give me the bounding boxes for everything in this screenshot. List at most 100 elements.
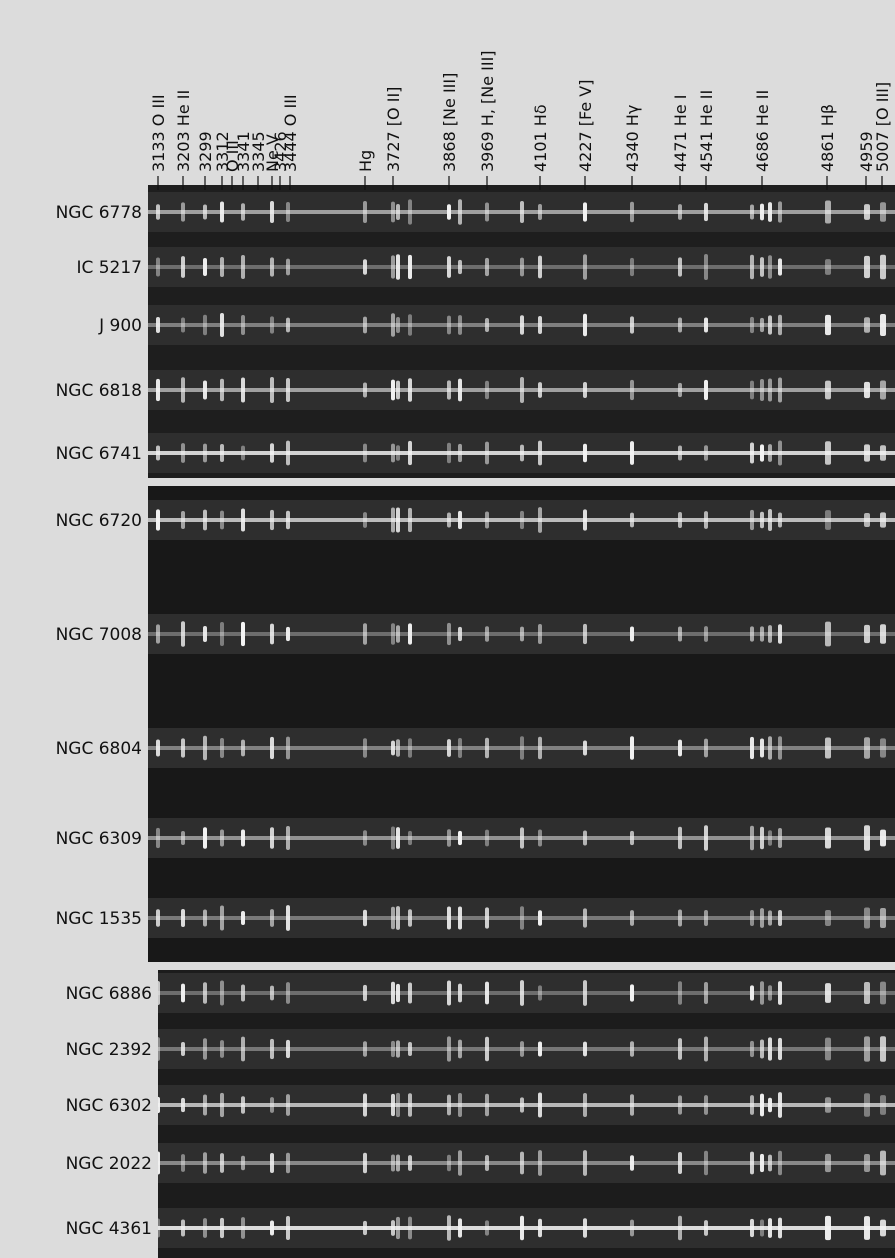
emission-line: [778, 201, 782, 222]
emission-line: [270, 443, 274, 462]
object-name: NGC 6804: [56, 739, 142, 759]
emission-line: [520, 906, 524, 929]
emission-line: [156, 317, 160, 333]
emission-line: [825, 315, 831, 335]
emission-line: [447, 256, 451, 278]
emission-line: [396, 1217, 400, 1239]
emission-line: [181, 511, 185, 529]
emission-line: [825, 200, 831, 223]
emission-line: [825, 983, 831, 1003]
emission-line: [778, 910, 782, 926]
emission-line: [396, 204, 400, 220]
emission-line: [396, 254, 400, 280]
emission-line: [880, 624, 886, 644]
emission-line: [760, 827, 764, 849]
emission-line: [270, 1153, 274, 1173]
emission-line: [203, 1152, 207, 1173]
emission-line: [408, 831, 412, 845]
emission-line: [864, 513, 870, 527]
emission-line: [220, 1093, 224, 1117]
emission-line: [760, 444, 764, 461]
emission-line: [760, 1154, 764, 1172]
emission-line: [220, 257, 224, 277]
emission-line: [704, 1220, 708, 1236]
emission-line: [520, 827, 524, 848]
spectra-figure: 3133 O III3203 He II32993312O III3341334…: [0, 0, 895, 1258]
emission-line: [485, 1037, 489, 1061]
emission-line: [396, 445, 400, 461]
emission-line: [760, 512, 764, 529]
emission-line: [630, 626, 634, 641]
object-name: NGC 1535: [56, 909, 142, 929]
emission-line: [408, 441, 412, 465]
emission-line: [825, 622, 831, 647]
emission-line: [391, 907, 395, 929]
emission-line: [768, 509, 772, 531]
emission-line: [485, 381, 489, 399]
emission-line: [220, 1153, 224, 1173]
object-name: NGC 4361: [66, 1219, 152, 1239]
emission-line: [583, 382, 587, 398]
emission-line: [270, 737, 274, 759]
emission-line: [286, 1040, 290, 1058]
emission-line: [778, 1218, 782, 1239]
emission-line: [750, 442, 754, 463]
emission-line: [704, 825, 708, 850]
emission-line: [391, 444, 395, 463]
emission-line: [864, 382, 870, 398]
emission-line: [485, 1094, 489, 1116]
emission-line: [778, 1151, 782, 1175]
emission-line: [538, 910, 542, 925]
emission-line: [156, 909, 160, 927]
emission-line: [156, 739, 160, 756]
emission-line: [630, 984, 634, 1001]
emission-line: [520, 1041, 524, 1057]
emission-line: [583, 444, 587, 463]
emission-line: [880, 1151, 886, 1176]
emission-line: [408, 1217, 412, 1240]
emission-line: [286, 259, 290, 276]
emission-line: [458, 444, 462, 462]
emission-line: [704, 1036, 708, 1061]
emission-line: [485, 830, 489, 847]
emission-line: [538, 441, 542, 466]
emission-line: [768, 202, 772, 222]
emission-line: [704, 1151, 708, 1176]
emission-line: [241, 203, 245, 220]
emission-line: [458, 831, 462, 845]
emission-line: [538, 204, 542, 220]
emission-line: [538, 624, 542, 644]
emission-line: [391, 1094, 395, 1116]
emission-line: [458, 511, 462, 529]
emission-line: [520, 980, 524, 1006]
emission-line: [778, 624, 782, 644]
emission-line: [396, 827, 400, 849]
emission-line: [864, 444, 870, 461]
emission-line: [583, 740, 587, 755]
emission-line: [880, 1036, 886, 1062]
emission-line: [391, 1155, 395, 1172]
emission-line: [778, 512, 782, 527]
emission-line: [485, 982, 489, 1005]
emission-line: [363, 1041, 367, 1056]
emission-line: [760, 1094, 764, 1117]
emission-line: [181, 984, 185, 1003]
emission-line: [220, 738, 224, 758]
line-label: 4861 Hβ: [818, 104, 837, 172]
emission-line: [181, 1154, 185, 1172]
emission-line: [241, 911, 245, 925]
emission-line: [408, 508, 412, 532]
emission-line: [447, 1155, 451, 1172]
emission-line: [630, 910, 634, 926]
emission-line: [880, 202, 886, 221]
emission-line: [778, 378, 782, 403]
emission-line: [485, 907, 489, 928]
emission-line: [704, 511, 708, 529]
object-name: NGC 6886: [66, 984, 152, 1004]
emission-line: [203, 381, 207, 400]
emission-line: [408, 909, 412, 927]
continuum: [158, 1161, 895, 1165]
emission-line: [768, 985, 772, 1000]
emission-line: [750, 1041, 754, 1057]
emission-line: [220, 1218, 224, 1238]
